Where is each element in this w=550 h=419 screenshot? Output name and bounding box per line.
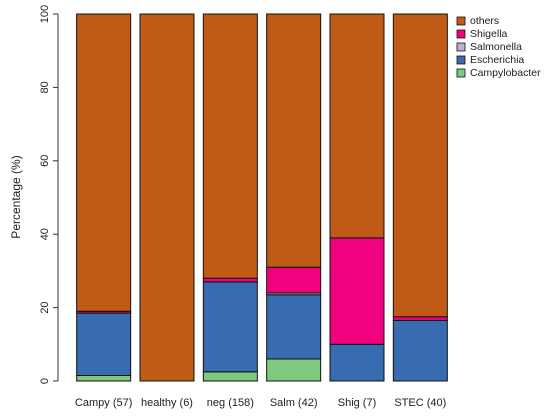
bar-segment-shigella <box>202 277 258 283</box>
bar-segment-others <box>139 13 195 382</box>
legend-label-shigella: Shigella <box>470 28 508 40</box>
bar-segment-escherichia <box>392 319 448 382</box>
bar-stack-stec-40 <box>392 13 448 382</box>
legend-swatch-escherichia <box>456 55 466 65</box>
bar-segment-shigella <box>329 237 385 345</box>
y-axis-title: Percentage (%) <box>9 155 23 238</box>
bar-segment-campylobacter <box>76 374 132 382</box>
legend-swatch-salmonella <box>456 42 466 52</box>
bar-segment-others <box>202 13 258 279</box>
y-tick-label: 100 <box>39 5 51 23</box>
bar-stack-shig-7 <box>329 13 385 382</box>
legend-swatch-others <box>456 16 466 26</box>
bar-segment-campylobacter <box>202 371 258 382</box>
bar-segment-others <box>266 13 322 268</box>
x-tick-label: STEC (40) <box>394 397 446 409</box>
legend-label-campylobacter: Campylobacter <box>470 67 541 79</box>
legend: othersShigellaSalmonellaEscherichiaCampy… <box>456 15 541 79</box>
legend-label-others: others <box>470 15 499 27</box>
bar-segment-shigella <box>392 316 448 321</box>
legend-swatch-campylobacter <box>456 68 466 78</box>
x-tick-label: neg (158) <box>207 397 254 409</box>
bar-segment-escherichia <box>76 312 132 376</box>
y-tick-label: 40 <box>39 228 51 240</box>
legend-label-escherichia: Escherichia <box>470 54 524 66</box>
y-tick-label: 80 <box>39 81 51 93</box>
bar-segment-escherichia <box>329 343 385 382</box>
bar-segment-others <box>392 13 448 318</box>
y-tick-label: 0 <box>39 378 51 384</box>
x-tick-label: Campy (57) <box>75 397 132 409</box>
bar-stack-campy-57 <box>76 13 132 382</box>
y-axis: 0 20 40 60 80 100 <box>39 5 59 384</box>
x-tick-label: Salm (42) <box>270 397 318 409</box>
bar-segment-escherichia <box>266 294 322 360</box>
bar-stack-salm-42 <box>266 13 322 382</box>
bar-stack-neg-158 <box>202 13 258 382</box>
y-tick-label: 60 <box>39 155 51 167</box>
legend-label-salmonella: Salmonella <box>470 41 522 53</box>
y-tick-label: 20 <box>39 301 51 313</box>
x-axis: Campy (57) healthy (6) neg (158) Salm (42) S… <box>75 397 446 409</box>
bar-segment-others <box>76 13 132 312</box>
bar-segment-shigella <box>266 266 322 294</box>
x-tick-label: healthy (6) <box>141 397 193 409</box>
bars-group <box>76 13 448 382</box>
bar-stack-healthy-6 <box>139 13 195 382</box>
bar-segment-escherichia <box>202 281 258 373</box>
x-tick-label: Shig (7) <box>338 397 377 409</box>
legend-swatch-shigella <box>456 29 466 39</box>
bar-segment-others <box>329 13 385 239</box>
bar-segment-campylobacter <box>266 358 322 382</box>
